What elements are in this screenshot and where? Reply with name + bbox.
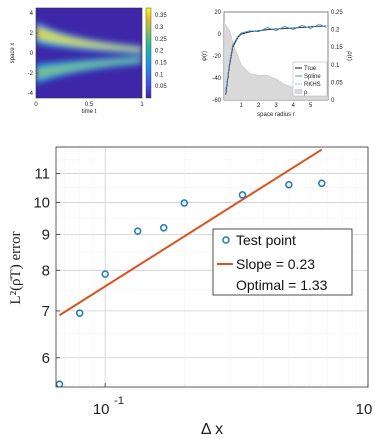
kernel-right-tick-label: 0.2 xyxy=(331,28,340,34)
heatmap-ylabel: space x xyxy=(10,43,16,64)
error-frame xyxy=(55,146,369,388)
kernel-xtick-label: 2 xyxy=(257,103,261,109)
colorbar-tick-label: 0.2 xyxy=(155,49,164,55)
kernel-legend: True Spline RKHS ρ xyxy=(292,61,328,97)
kernel-right-tick-label: 0.05 xyxy=(331,80,343,86)
legend-test-point-label: Test point xyxy=(236,232,296,248)
legend-spline-label: Spline xyxy=(304,74,321,80)
test-point-marker xyxy=(159,224,168,232)
test-point-marker xyxy=(133,227,142,235)
kernel-xlabel: space radius r xyxy=(257,112,295,118)
test-point-marker xyxy=(318,179,326,188)
colorbar-tick-label: 0.3 xyxy=(155,25,164,31)
heatmap-xtick-label: 0.5 xyxy=(85,102,94,108)
kernel-left-tick-label: -60 xyxy=(212,98,221,104)
test-point-marker xyxy=(238,191,247,199)
kernel-right-ticks: 0.25 0.2 0.15 0.1 0.05 0 xyxy=(331,10,343,104)
heatmap-ytick-label: 2 xyxy=(30,31,34,37)
kernel-left-tick-label: -40 xyxy=(212,76,221,82)
kernel-right-tick-label: 0.15 xyxy=(331,45,343,51)
kernel-right-tick-label: 0.25 xyxy=(331,10,343,16)
kernel-xtick-label: 3 xyxy=(274,103,278,109)
error-ytick-label: 11 xyxy=(34,165,50,182)
legend-test-point-marker xyxy=(222,236,230,244)
test-point-marker xyxy=(180,199,189,207)
heatmap-xtick-label: 0 xyxy=(34,102,38,108)
kernel-left-tick-label: 0 xyxy=(218,32,222,38)
heatmap-panel: 420-2-4 0 0.5 1 time t space x 0.350.30.25… xyxy=(10,7,167,115)
legend-rkhs-label: RKHS xyxy=(304,82,321,88)
kernel-xtick-label: 1 xyxy=(240,103,244,109)
error-xtick-exponent: -1 xyxy=(114,395,124,407)
kernel-left-ylabel: φ(r) xyxy=(202,51,208,61)
legend-rho-swatch xyxy=(294,89,303,94)
kernel-xtick-label: 5 xyxy=(309,103,313,109)
kernel-x-ticks: 1 2 3 4 5 xyxy=(240,103,313,109)
error-ytick-label: 6 xyxy=(42,350,50,367)
heatmap-band-upper-core xyxy=(36,26,142,51)
heatmap-background xyxy=(36,8,142,98)
colorbar-tick-label: 0.15 xyxy=(155,60,167,66)
colorbar-tick-label: 0.1 xyxy=(155,72,164,78)
heatmap-ytick-label: 0 xyxy=(30,51,34,57)
colorbar-tick-label: 0.35 xyxy=(155,13,167,19)
heatmap-band-lower-core xyxy=(36,58,142,78)
error-ytick-label: 7 xyxy=(42,303,50,320)
heatmap-ytick-label: 4 xyxy=(30,11,34,17)
kernel-right-ylabel: ρ(r) xyxy=(346,51,352,60)
kernel-panel: 20 0 -20 -40 -60 0.25 0.2 0.15 0.1 0.05 0 1 2 3 4 5 s… xyxy=(202,10,352,118)
colorbar-tick-label: 0.25 xyxy=(155,37,167,43)
kernel-right-tick-label: 0 xyxy=(331,98,335,104)
heatmap-ytick-label: -4 xyxy=(28,91,34,97)
series-spline-line xyxy=(225,23,327,92)
test-point-marker xyxy=(285,180,293,189)
error-legend-box xyxy=(212,228,353,296)
test-point-marker xyxy=(75,309,84,317)
slope-fit-line xyxy=(58,148,323,317)
kernel-left-tick-label: 20 xyxy=(214,10,221,16)
colorbar xyxy=(145,7,152,99)
legend-slope-label: Slope = 0.23 xyxy=(236,256,315,272)
legend-true-label: True xyxy=(304,66,317,72)
heatmap-xlabel: time t xyxy=(82,109,97,115)
error-ytick-label: 8 xyxy=(42,262,50,279)
error-xtick-base: 10 xyxy=(93,401,110,418)
heatmap-bands xyxy=(36,22,142,84)
error-y-ticks: 6 7 8 9 10 11 xyxy=(33,165,60,367)
heatmap-y-ticks: 4 2 0 -2 -4 xyxy=(28,11,38,97)
test-points xyxy=(56,179,326,387)
error-ytick-label: 9 xyxy=(42,226,50,243)
test-point-marker xyxy=(56,380,64,387)
colorbar-tick-label: 0.05 xyxy=(155,84,167,90)
test-point-marker xyxy=(101,270,109,278)
error-xlabel: Δ x xyxy=(201,421,223,438)
kernel-left-tick-label: -20 xyxy=(212,54,221,60)
series-rkhs-line xyxy=(225,25,327,94)
error-legend: Test point Slope = 0.23 Optimal = 1.33 xyxy=(212,228,353,296)
kernel-xtick-label: 4 xyxy=(292,103,296,109)
error-x-ticks: 10-1100 xyxy=(93,383,373,418)
error-xtick-base: 10 xyxy=(356,401,373,418)
legend-rho-label: ρ xyxy=(304,90,308,96)
heatmap-xtick-label: 1 xyxy=(140,102,144,108)
kernel-right-tick-label: 0.1 xyxy=(331,63,340,69)
error-ylabel: L²(ρ̄T) error xyxy=(8,231,24,304)
heatmap-x-ticks: 0 0.5 1 xyxy=(34,102,144,108)
kernel-left-ticks: 20 0 -20 -40 -60 xyxy=(212,10,221,104)
colorbar-ticks: 0.35 0.3 0.25 0.2 0.15 0.1 0.05 xyxy=(155,13,167,90)
legend-optimal-label: Optimal = 1.33 xyxy=(236,277,328,293)
heatmap-ytick-label: -2 xyxy=(28,71,34,77)
error-ytick-label: 10 xyxy=(33,194,50,211)
